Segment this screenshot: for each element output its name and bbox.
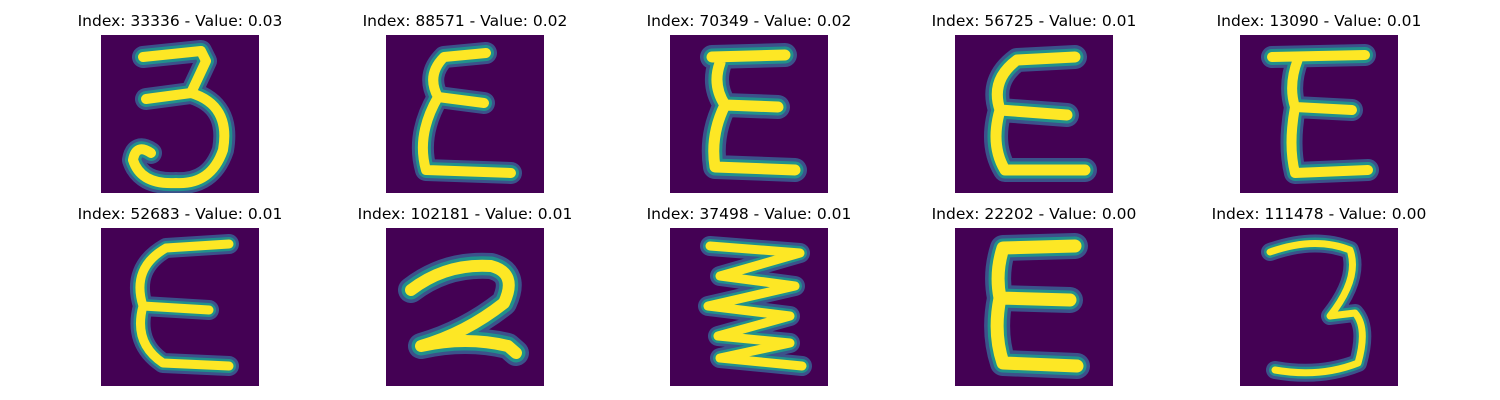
panel-title: Index: 102181 - Value: 0.01	[357, 205, 573, 223]
glyph-epsilon-icon	[984, 45, 1097, 182]
panel-5: Index: 13090 - Value: 0.01	[1189, 10, 1449, 195]
panel-2: Index: 88571 - Value: 0.02	[335, 10, 595, 195]
digit-image	[101, 35, 259, 193]
panel-10: Index: 111478 - Value: 0.00	[1189, 203, 1449, 388]
glyph-3-icon	[122, 40, 236, 193]
digit-image	[670, 35, 828, 193]
glyph-epsilon-icon	[411, 42, 522, 184]
digit-image	[955, 35, 1113, 193]
panel-title: Index: 22202 - Value: 0.00	[931, 205, 1137, 223]
panel-title: Index: 70349 - Value: 0.02	[646, 12, 852, 30]
glyph-3-icon	[1261, 234, 1372, 382]
panel-3: Index: 70349 - Value: 0.02	[619, 10, 879, 195]
panel-title: Index: 37498 - Value: 0.01	[646, 205, 852, 223]
glyph-2-icon	[398, 252, 529, 366]
glyph-epsilon-icon	[700, 43, 807, 182]
digit-image	[1240, 228, 1398, 386]
digit-image	[386, 228, 544, 386]
panel-title: Index: 56725 - Value: 0.01	[931, 12, 1137, 30]
panel-title: Index: 88571 - Value: 0.02	[362, 12, 568, 30]
glyph-epsilon-icon	[129, 234, 239, 376]
panel-4: Index: 56725 - Value: 0.01	[904, 10, 1164, 195]
panel-1: Index: 33336 - Value: 0.03	[50, 10, 310, 195]
panel-title: Index: 111478 - Value: 0.00	[1211, 205, 1427, 223]
panel-6: Index: 52683 - Value: 0.01	[50, 203, 310, 388]
digit-image	[670, 228, 828, 386]
panel-9: Index: 22202 - Value: 0.00	[904, 203, 1164, 388]
panel-title: Index: 52683 - Value: 0.01	[77, 205, 283, 223]
digit-image	[1240, 35, 1398, 193]
panel-title: Index: 33336 - Value: 0.03	[77, 12, 283, 30]
glyph-epsilon-icon	[984, 233, 1090, 379]
panel-title: Index: 13090 - Value: 0.01	[1216, 12, 1422, 30]
digit-image	[101, 228, 259, 386]
digit-image	[386, 35, 544, 193]
panel-7: Index: 102181 - Value: 0.01	[335, 203, 595, 388]
panel-8: Index: 37498 - Value: 0.01	[619, 203, 879, 388]
digit-image	[955, 228, 1113, 386]
glyph-zigzag-icon	[698, 236, 812, 376]
glyph-epsilon-icon	[1261, 44, 1379, 184]
